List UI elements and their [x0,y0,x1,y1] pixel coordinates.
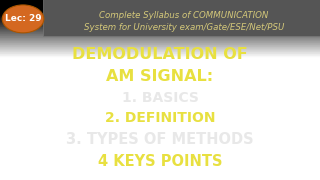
FancyBboxPatch shape [43,0,320,36]
Text: Complete Syllabus of COMMUNICATION: Complete Syllabus of COMMUNICATION [99,11,269,20]
Text: DEMODULATION OF: DEMODULATION OF [72,46,248,62]
Text: 1. BASICS: 1. BASICS [122,91,198,105]
Ellipse shape [2,5,44,33]
Text: System for University exam/Gate/ESE/Net/PSU: System for University exam/Gate/ESE/Net/… [84,23,284,32]
Text: 2. DEFINITION: 2. DEFINITION [105,111,215,125]
Text: AM SIGNAL:: AM SIGNAL: [107,69,213,84]
Text: 3. TYPES OF METHODS: 3. TYPES OF METHODS [66,132,254,147]
Text: 4 KEYS POINTS: 4 KEYS POINTS [98,154,222,170]
Text: Lec: 29: Lec: 29 [5,14,41,23]
